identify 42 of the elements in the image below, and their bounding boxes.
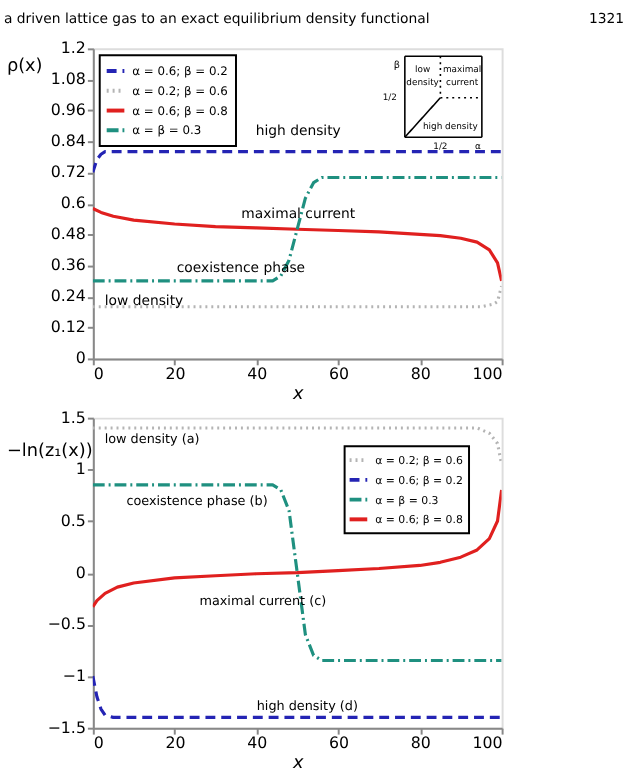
- y-tick-label: 0: [75, 349, 86, 368]
- y-tick-label: 0.24: [50, 287, 86, 306]
- x-tick-label: 0: [93, 734, 104, 753]
- x-axis-title: x: [290, 384, 305, 405]
- y-tick-label: −1.5: [47, 718, 86, 737]
- y-axis-title: ρ(x): [6, 57, 43, 78]
- y-tick-label: 0.12: [50, 318, 86, 337]
- x-tick-label: 40: [247, 734, 268, 753]
- x-tick-label: 20: [165, 734, 186, 753]
- x-tick-label: 100: [472, 734, 503, 753]
- x-tick-label: 100: [472, 365, 503, 384]
- x-tick-label: 60: [329, 734, 350, 753]
- y-tick-label: 1.2: [60, 39, 86, 58]
- y-tick-label: 1.5: [60, 408, 86, 427]
- y-tick-label: 0.72: [50, 163, 86, 182]
- y-tick-label: −0.5: [47, 615, 86, 634]
- y-tick-label: 1: [75, 460, 86, 479]
- line-series: [92, 175, 502, 283]
- y-tick-label: 0: [75, 563, 86, 582]
- line-series: [92, 674, 502, 719]
- x-tick-label: 20: [165, 365, 186, 384]
- line-series: [92, 426, 502, 466]
- y-tick-label: 0.48: [50, 225, 86, 244]
- y-tick-label: 0.84: [50, 132, 86, 151]
- line-series: [92, 488, 502, 609]
- x-axis-title: x: [290, 754, 305, 775]
- x-tick-label: 80: [410, 734, 431, 753]
- line-series: [92, 483, 502, 663]
- line-series: [92, 206, 502, 283]
- x-tick-label: 0: [93, 365, 104, 384]
- y-tick-label: 0.96: [50, 101, 86, 120]
- y-tick-label: −1: [62, 666, 86, 685]
- y-axis-title: −ln(z₁(x)): [6, 442, 93, 463]
- x-tick-label: 80: [410, 365, 431, 384]
- y-tick-label: 0.5: [60, 511, 86, 530]
- line-series: [92, 150, 502, 174]
- x-tick-label: 60: [329, 365, 350, 384]
- line-series: [92, 284, 502, 309]
- y-tick-label: 1.08: [50, 70, 86, 89]
- x-tick-label: 40: [247, 365, 268, 384]
- y-tick-label: 0.36: [50, 256, 86, 275]
- y-tick-label: 0.6: [60, 194, 86, 213]
